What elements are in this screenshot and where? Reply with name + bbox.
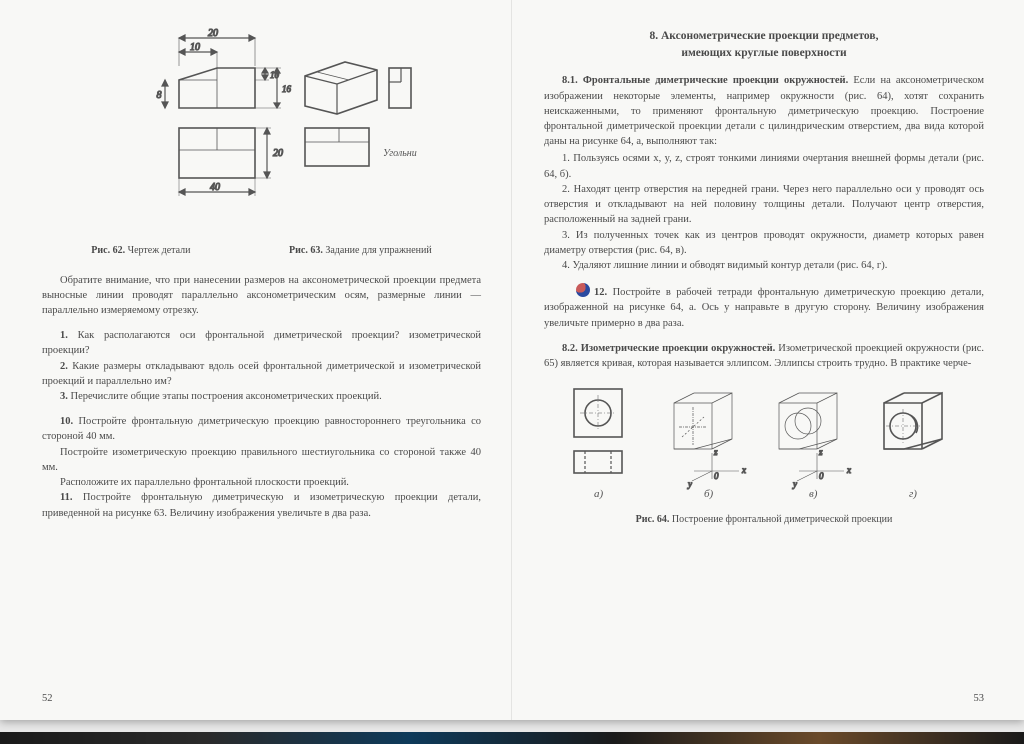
fig64-caption: Рис. 64. Построение фронтальной диметрич… bbox=[544, 513, 984, 528]
fig64-label-v: в) bbox=[809, 488, 818, 500]
dim-10a: 10 bbox=[190, 42, 200, 53]
task-10a: Постройте изометрическую проекцию правил… bbox=[42, 445, 481, 475]
task-10b: Расположите их параллельно фронтальной п… bbox=[42, 475, 481, 490]
axis-y-b: y bbox=[687, 479, 692, 489]
axis-z-b: z bbox=[713, 447, 718, 457]
step-4: 4. Удаляют лишние линии и обводят видимы… bbox=[544, 258, 984, 273]
axis-x-v: x bbox=[846, 465, 851, 475]
axis-x-b: x bbox=[741, 465, 746, 475]
dim-40: 40 bbox=[210, 182, 220, 193]
step-2: 2. Находят центр отверстия на передней г… bbox=[544, 182, 984, 228]
globe-icon bbox=[576, 283, 590, 297]
page-52: 20 10 8 10 bbox=[0, 0, 512, 720]
tasks-block: 10. Постройте фронтальную диметрическую … bbox=[42, 414, 481, 521]
dim-20v: 20 bbox=[273, 148, 283, 159]
questions-block: 1. Как располагаются оси фронтальной дим… bbox=[42, 328, 481, 404]
scan-edge bbox=[0, 732, 1024, 744]
page-number-52: 52 bbox=[42, 691, 53, 706]
dim-10b: 10 bbox=[270, 70, 280, 80]
q2: 2. Какие размеры откладывают вдоль осей … bbox=[42, 359, 481, 389]
dim-16: 16 bbox=[282, 84, 292, 94]
section-8-title: 8. Аксонометрические проекции предметов,… bbox=[544, 28, 984, 61]
figure-62-63: 20 10 8 10 bbox=[107, 28, 417, 248]
fig64-label-a: а) bbox=[594, 488, 604, 500]
fig64-label-b: б) bbox=[704, 488, 714, 500]
step-1: 1. Пользуясь осями x, y, z, строят тонки… bbox=[544, 151, 984, 181]
para-attention: Обратите внимание, что при нанесении раз… bbox=[42, 273, 481, 319]
fig64-label-g: г) bbox=[909, 488, 917, 500]
task-12: 12. Постройте в рабочей тетради фронталь… bbox=[544, 283, 984, 331]
figure-64: x z y 0 x z y bbox=[564, 379, 964, 509]
step-3: 3. Из полученных точек как из центров пр… bbox=[544, 228, 984, 258]
para-8-2: 8.2. Изометрические проекции окружностей… bbox=[544, 341, 984, 371]
axis-z-v: z bbox=[818, 447, 823, 457]
label-ugolnik: Угольник bbox=[383, 148, 417, 159]
page-53: 8. Аксонометрические проекции предметов,… bbox=[512, 0, 1024, 720]
dim-20: 20 bbox=[208, 28, 218, 39]
page-number-53: 53 bbox=[974, 691, 985, 706]
q3: 3. Перечислите общие этапы построения ак… bbox=[42, 389, 481, 404]
task-10: 10. Постройте фронтальную диметрическую … bbox=[42, 414, 481, 444]
q1: 1. Как располагаются оси фронтальной дим… bbox=[42, 328, 481, 358]
book-spread: 20 10 8 10 bbox=[0, 0, 1024, 720]
task-11: 11. Постройте фронтальную диметрическую … bbox=[42, 490, 481, 520]
axis-o-b: 0 bbox=[714, 471, 719, 481]
axis-y-v: y bbox=[792, 479, 797, 489]
axis-o-v: 0 bbox=[819, 471, 824, 481]
para-8-1: 8.1. Фронтальные диметрические проекции … bbox=[544, 73, 984, 149]
dim-8: 8 bbox=[156, 90, 161, 101]
